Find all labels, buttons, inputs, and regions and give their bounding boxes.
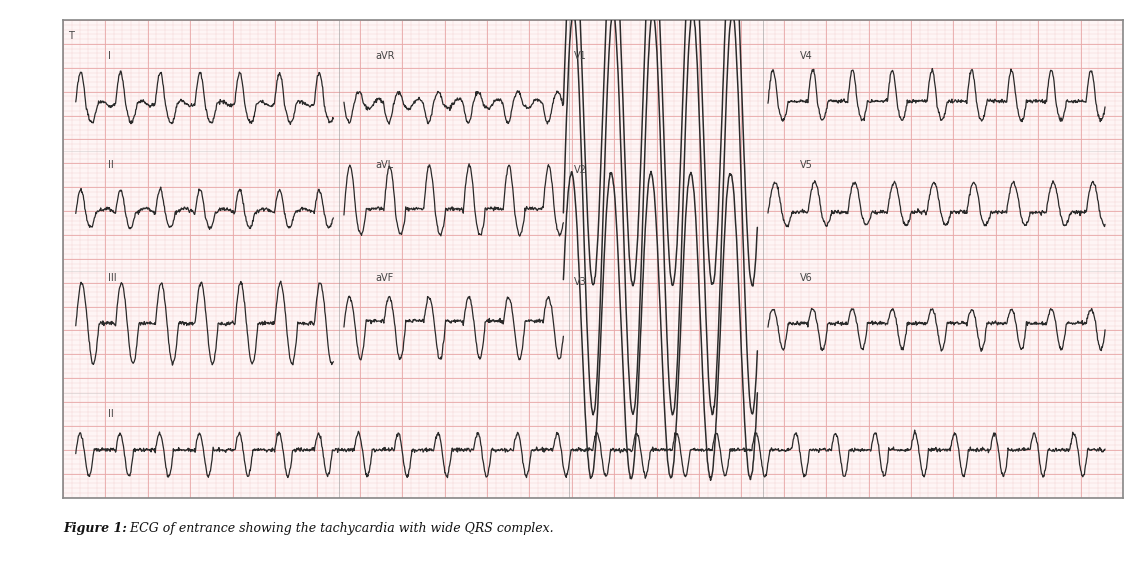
Text: V3: V3 [574, 277, 587, 288]
Text: T: T [69, 31, 74, 41]
Text: V6: V6 [800, 273, 813, 283]
Text: aVF: aVF [376, 273, 394, 283]
Text: aVR: aVR [376, 50, 395, 61]
Text: aVL: aVL [376, 161, 394, 170]
Text: II: II [108, 161, 113, 170]
Text: ECG of entrance showing the tachycardia with wide QRS complex.: ECG of entrance showing the tachycardia … [126, 522, 554, 535]
Text: Figure 1:: Figure 1: [63, 522, 127, 535]
Text: I: I [108, 50, 110, 61]
Text: II: II [108, 409, 113, 419]
Text: III: III [108, 273, 116, 283]
Text: V2: V2 [574, 165, 587, 175]
Text: V4: V4 [800, 50, 813, 61]
Text: V5: V5 [800, 161, 813, 170]
Text: V1: V1 [574, 50, 587, 61]
